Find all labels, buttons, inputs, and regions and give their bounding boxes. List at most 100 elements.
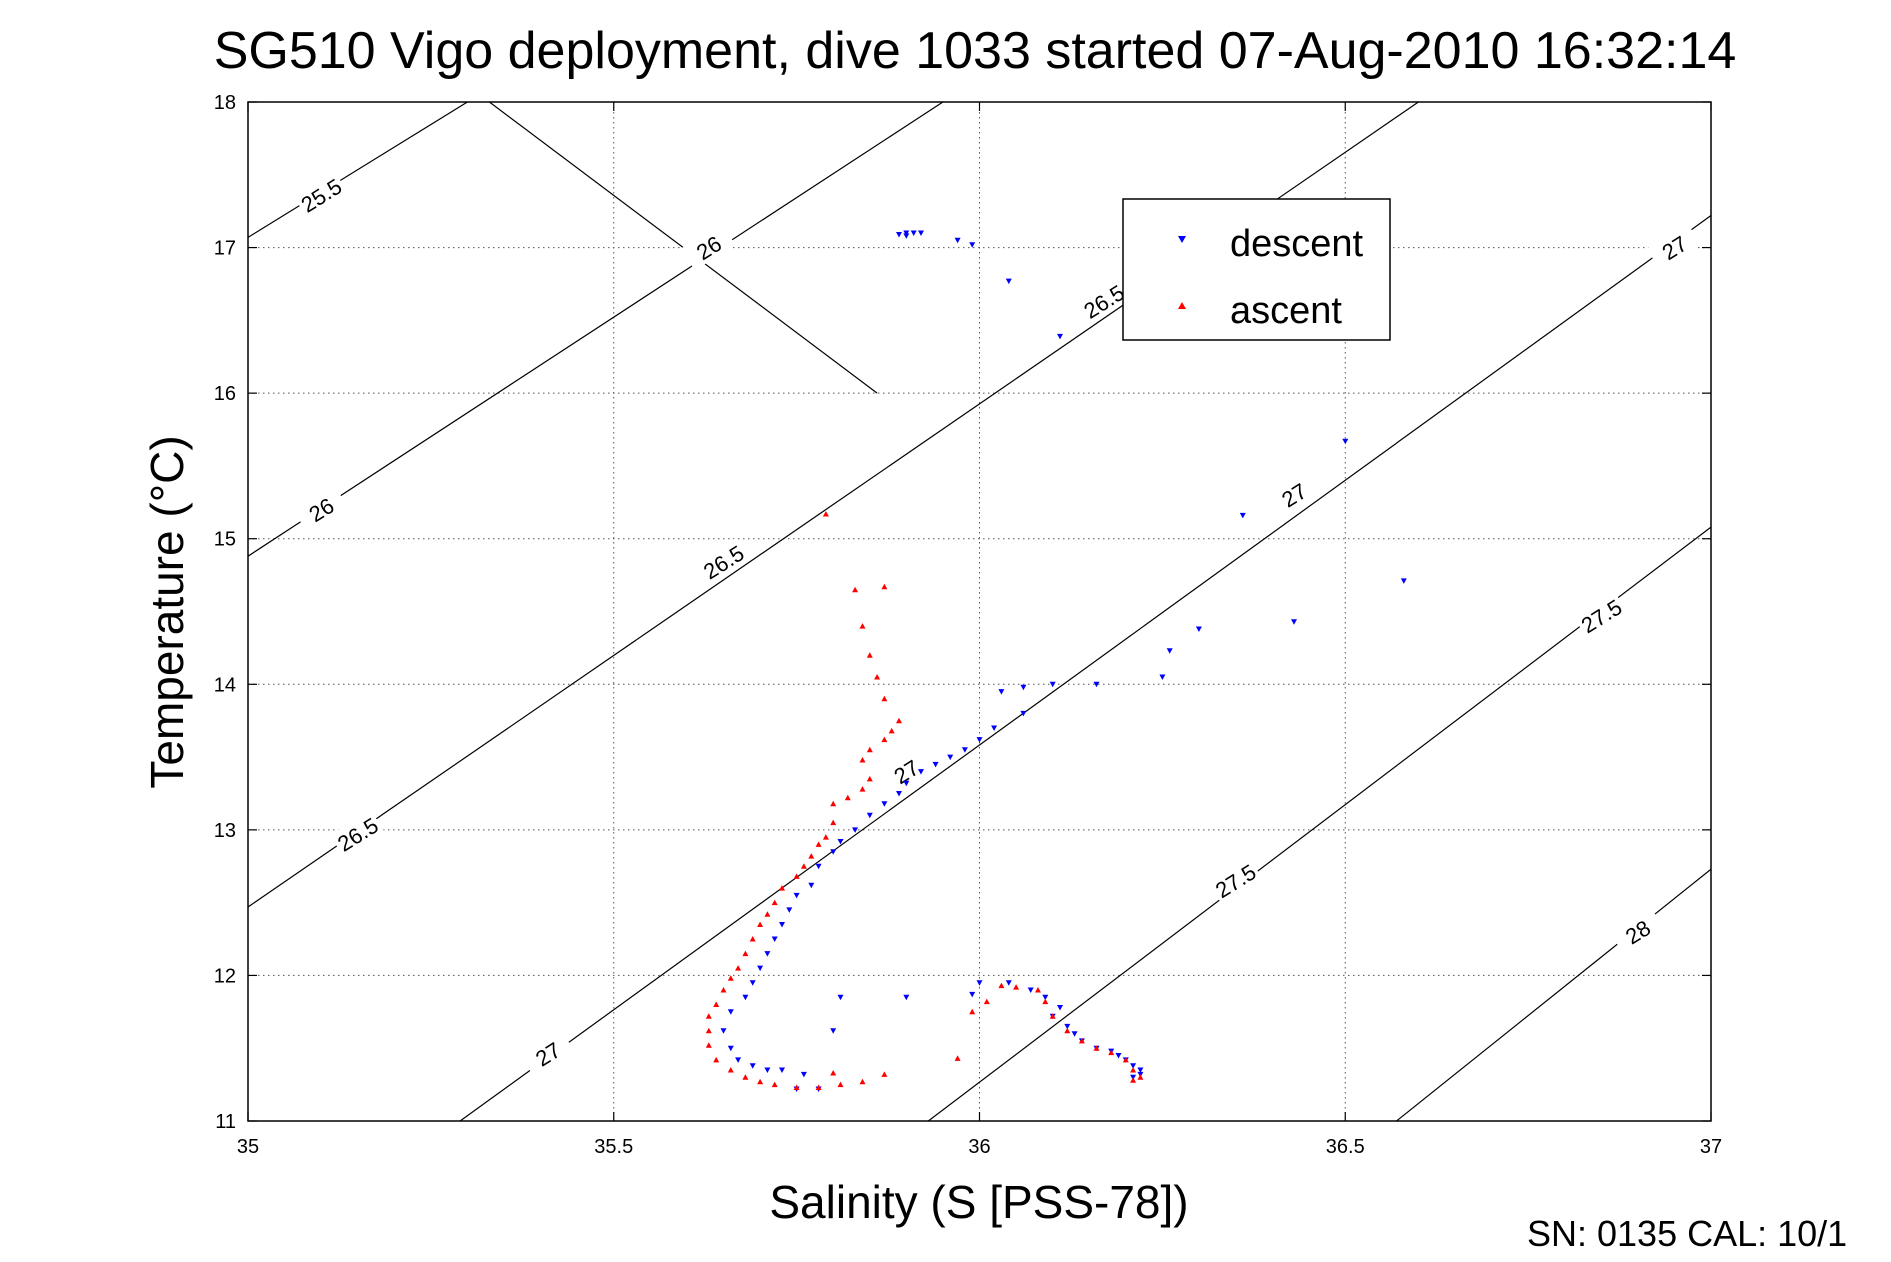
y-tick-label: 17	[214, 238, 236, 260]
descent-point	[976, 980, 983, 986]
x-tick-label: 35	[237, 1136, 259, 1158]
descent-point	[800, 1071, 807, 1078]
descent-point	[1195, 626, 1202, 632]
descent-point	[749, 980, 756, 986]
ascent-point	[713, 1056, 720, 1063]
ascent-point	[837, 1081, 844, 1088]
ascent-point	[830, 800, 837, 807]
ascent-point	[822, 834, 829, 840]
descent-point	[1239, 512, 1246, 519]
ascent-point	[742, 950, 749, 957]
descent-point	[808, 882, 815, 889]
ascent-point	[874, 674, 881, 680]
x-axis-label: Salinity (S [PSS-78])	[769, 1176, 1188, 1228]
density-contour-line	[1396, 868, 1711, 1121]
ascent-point	[859, 1078, 866, 1085]
descent-point	[1159, 674, 1166, 680]
descent-point	[976, 737, 983, 743]
descent-point	[1005, 278, 1012, 285]
density-contour-label-background	[1573, 591, 1629, 639]
descent-point	[749, 1063, 756, 1069]
descent-point	[1057, 333, 1063, 340]
y-tick-label: 18	[214, 92, 236, 114]
descent-point	[779, 1067, 785, 1073]
density-contour-label-background	[1076, 276, 1131, 325]
ascent-point	[1078, 1037, 1085, 1044]
ascent-point	[1108, 1049, 1115, 1056]
ascent-point	[1093, 1045, 1100, 1051]
y-tick-label: 12	[214, 965, 236, 987]
descent-point	[1005, 980, 1012, 986]
descent-point	[947, 754, 954, 761]
ascent-point	[859, 757, 866, 763]
ascent-point	[1013, 984, 1020, 990]
ascent-point	[881, 1071, 888, 1077]
density-contour-line	[459, 215, 1711, 1121]
ascent-point	[954, 1055, 961, 1061]
ascent-point	[713, 1001, 720, 1007]
descent-point	[837, 994, 844, 1001]
y-tick-label: 16	[214, 383, 236, 405]
ascent-point	[881, 583, 888, 590]
ascent-point	[815, 841, 822, 847]
legend-descent-marker	[1178, 236, 1186, 243]
ascent-point	[1035, 987, 1041, 993]
ascent-point	[888, 727, 895, 734]
descent-point	[764, 951, 771, 957]
descent-point	[1291, 619, 1297, 625]
descent-point	[727, 1009, 734, 1015]
ascent-point	[815, 1084, 822, 1090]
calibration-footer: SN: 0135 CAL: 10/1	[1527, 1213, 1847, 1254]
descent-point	[771, 936, 778, 942]
descent-point	[1020, 684, 1027, 691]
descent-point	[1166, 648, 1173, 654]
descent-point	[903, 994, 910, 1001]
descent-point	[815, 863, 822, 870]
descent-point	[1064, 1023, 1071, 1030]
ascent-point	[830, 1070, 837, 1076]
density-contour-label-background	[1207, 856, 1263, 904]
ascent-point	[727, 1067, 734, 1073]
ascent-point	[705, 1013, 712, 1019]
legend-ascent-marker	[1178, 302, 1186, 309]
descent-point	[903, 233, 910, 239]
ascent-point	[757, 921, 764, 927]
ascent-point	[800, 863, 807, 869]
density-contour-label-background	[293, 485, 348, 533]
density-contour-label-background	[695, 537, 751, 585]
ascent-point	[969, 1008, 976, 1015]
legend: descent ascent	[1122, 198, 1391, 341]
descent-point	[1137, 1067, 1144, 1073]
descent-point	[1400, 578, 1407, 584]
y-axis-label: Temperature (°C)	[141, 435, 193, 788]
y-tick-label: 15	[214, 529, 236, 551]
descent-point	[1093, 681, 1100, 688]
descent-point	[903, 780, 910, 787]
descent-point	[969, 991, 976, 998]
ascent-point	[757, 1078, 764, 1085]
y-tick-label: 14	[214, 674, 236, 696]
descent-point	[903, 230, 910, 236]
descent-point	[757, 965, 764, 972]
ascent-point	[881, 695, 888, 702]
descent-point	[764, 1067, 771, 1073]
descent-point	[932, 761, 939, 768]
density-contour-label-background	[520, 1029, 575, 1077]
descent-point	[896, 232, 902, 238]
descent-point	[918, 769, 924, 775]
ascent-point	[771, 1081, 778, 1088]
descent-point	[1130, 1063, 1137, 1069]
ascent-point	[844, 794, 851, 801]
descent-point	[954, 237, 961, 244]
y-tick-label: 13	[214, 820, 236, 842]
descent-point	[961, 747, 968, 753]
ascent-point	[1130, 1067, 1137, 1073]
ascent-point	[1064, 1027, 1071, 1034]
density-contours	[248, 102, 1711, 1121]
density-contour-label-background	[681, 223, 736, 271]
ascent-point	[705, 1042, 712, 1048]
descent-point	[779, 922, 785, 928]
descent-point	[896, 791, 902, 797]
ascent-point	[1137, 1074, 1144, 1080]
descent-point	[866, 812, 873, 819]
